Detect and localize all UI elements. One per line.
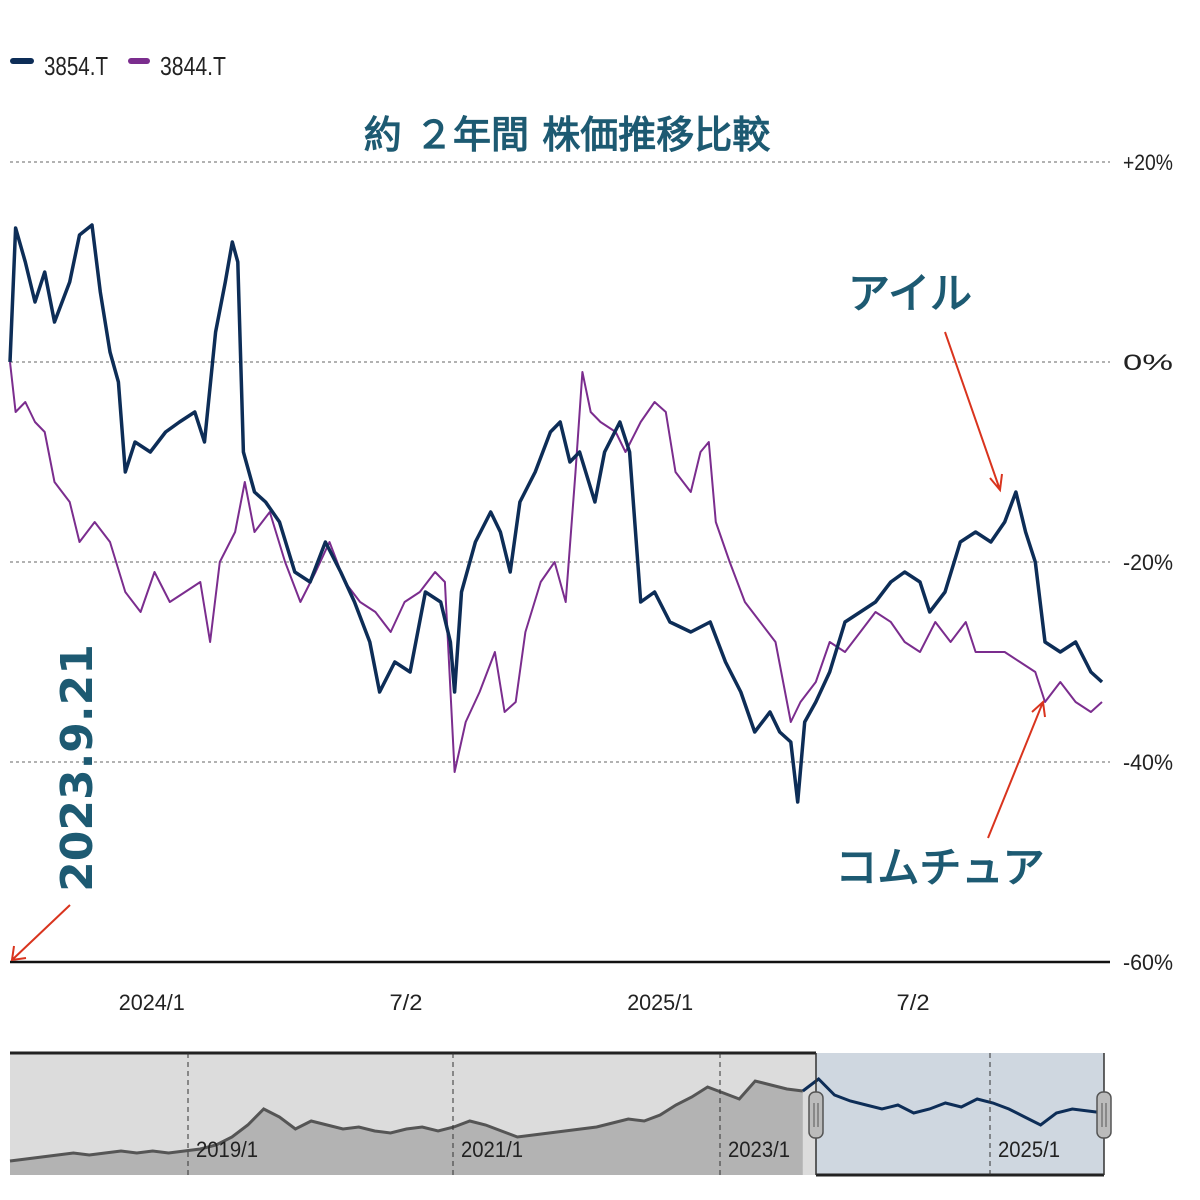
navigator[interactable]: 2019/1 2021/1 2023/1 2025/1 (9, 1051, 1112, 1177)
y-tick-label: +20% (1123, 150, 1173, 175)
arrow-aile (944, 331, 1003, 493)
legend-label-3854[interactable]: 3854.T (44, 51, 108, 81)
chart-title: 約 ２年間 株価推移比較 (364, 113, 771, 157)
navigator-series (9, 1077, 1105, 1175)
annotation-layer: アイル コムチュア 2023.9.21 (10, 269, 1046, 962)
plot-area (8, 223, 1104, 804)
series-line-3844.T (9, 361, 1103, 773)
annotation-aile: アイル (848, 269, 972, 318)
navigator-selected-region[interactable] (816, 1053, 1104, 1175)
annotation-comture: コムチュア (835, 843, 1044, 892)
navigator-tick-label: 2021/1 (461, 1137, 523, 1162)
legend-label-3844[interactable]: 3844.T (160, 51, 226, 81)
navigator-line-history (9, 1079, 803, 1163)
x-tick-label: 7/2 (389, 990, 422, 1015)
navigator-line-selected (801, 1077, 1105, 1127)
navigator-tick-label: 2019/1 (196, 1137, 258, 1162)
y-tick-label: -20% (1123, 550, 1173, 575)
annotation-start-date: 2023.9.21 (52, 644, 103, 892)
legend-swatch-3844 (128, 58, 150, 64)
navigator-tick-label: 2025/1 (998, 1137, 1060, 1162)
navigator-right-handle[interactable] (1096, 1091, 1112, 1139)
grid (10, 161, 1110, 763)
legend[interactable]: 3854.T 3844.T (10, 51, 226, 81)
x-axis: 2024/1 7/2 2025/1 7/2 (119, 990, 930, 1015)
navigator-area (10, 1081, 803, 1175)
annotation-arrows (10, 331, 1046, 962)
y-tick-label: -40% (1123, 750, 1173, 775)
arrow-start-date (10, 904, 71, 962)
arrow-comture (987, 699, 1046, 839)
series-line-3854.T (8, 223, 1104, 804)
navigator-ticks: 2019/1 2021/1 2023/1 2025/1 (187, 1053, 1060, 1175)
y-tick-label: -60% (1123, 950, 1173, 975)
x-tick-label: 2025/1 (627, 990, 693, 1015)
navigator-left-handle[interactable] (808, 1091, 824, 1139)
legend-swatch-3854 (10, 58, 34, 64)
x-tick-label: 7/2 (897, 990, 930, 1015)
y-tick-label: 0% (1123, 350, 1173, 375)
navigator-tick-label: 2023/1 (728, 1137, 790, 1162)
y-axis: +20% 0% -20% -40% -60% (1123, 150, 1173, 975)
x-tick-label: 2024/1 (119, 990, 185, 1015)
